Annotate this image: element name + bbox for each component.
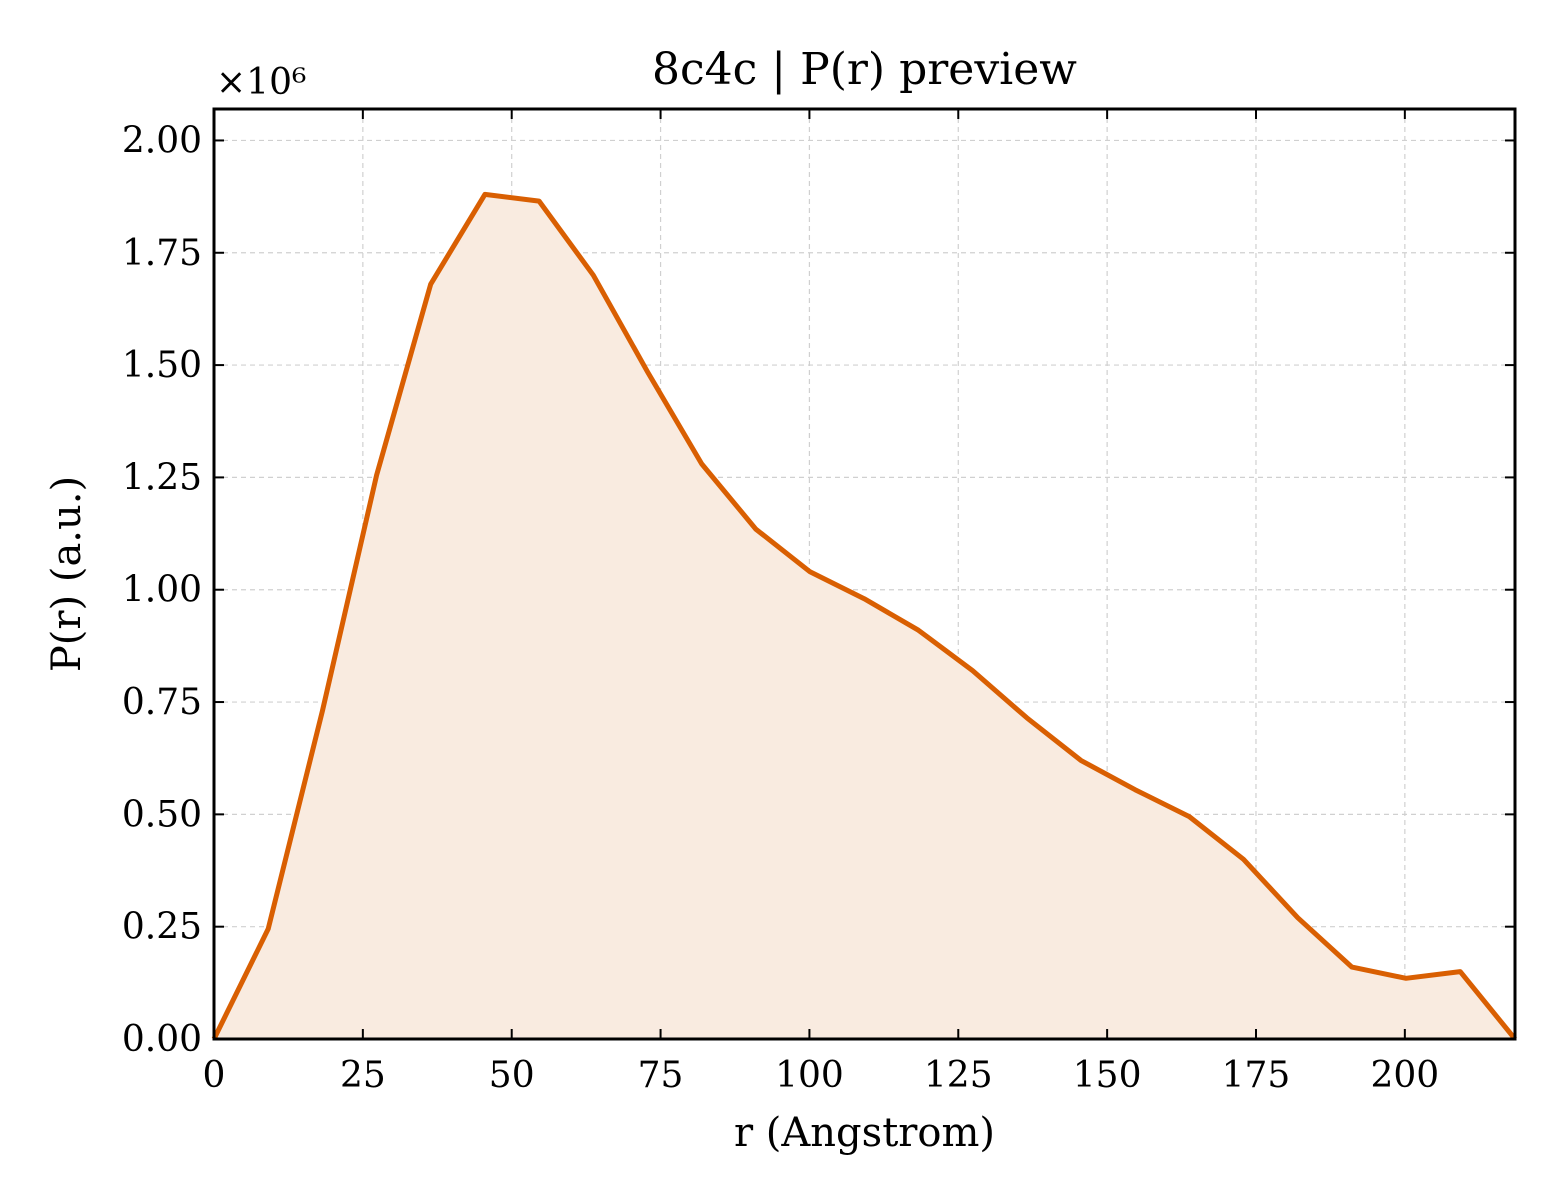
- y-tick-label: 0.00: [122, 1019, 202, 1060]
- y-axis-label: P(r) (a.u.): [44, 476, 90, 672]
- y-tick-label: 1.75: [122, 233, 202, 274]
- x-tick-label: 75: [638, 1055, 684, 1096]
- y-multiplier-label: ×10⁶: [216, 62, 306, 103]
- y-tick-label: 0.25: [122, 907, 202, 948]
- chart-title: 8c4c | P(r) preview: [652, 44, 1077, 95]
- x-tick-label: 175: [1222, 1055, 1291, 1096]
- y-tick-label: 2.00: [122, 120, 202, 161]
- y-tick-label: 1.00: [122, 570, 202, 611]
- x-tick-label: 50: [489, 1055, 535, 1096]
- x-tick-label: 25: [340, 1055, 386, 1096]
- ticks: 0 25 50 75 100 125 150 175 200 0.00 0.25 0.50 0.75 1.…: [122, 109, 1515, 1096]
- x-tick-label: 125: [924, 1055, 993, 1096]
- y-tick-label: 0.50: [122, 794, 202, 835]
- x-axis-label: r (Angstrom): [734, 1110, 995, 1156]
- series-layer: [211, 191, 1517, 1041]
- y-tick-label: 0.75: [122, 682, 202, 723]
- x-tick-label: 150: [1073, 1055, 1142, 1096]
- y-tick-label: 1.25: [122, 457, 202, 498]
- x-tick-label: 200: [1370, 1055, 1439, 1096]
- x-tick-label: 0: [203, 1055, 226, 1096]
- series-area-fill: [214, 194, 1515, 1039]
- x-tick-label: 100: [775, 1055, 844, 1096]
- plot-frame: [212, 107, 1517, 1041]
- series-line: [211, 191, 1517, 1041]
- y-tick-label: 1.50: [122, 345, 202, 386]
